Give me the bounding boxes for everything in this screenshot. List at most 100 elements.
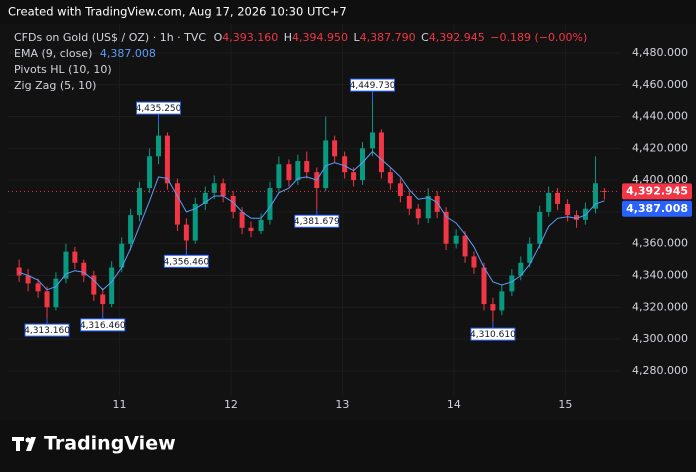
candle-body bbox=[481, 267, 487, 305]
pivot-box bbox=[163, 254, 209, 268]
candle-body bbox=[537, 211, 543, 244]
ema-name: EMA (9, close) bbox=[14, 47, 92, 60]
candle-body bbox=[471, 256, 477, 268]
candle-body bbox=[509, 275, 515, 292]
candle-body bbox=[276, 164, 282, 189]
y-tick-label: 4,480.000 bbox=[632, 46, 688, 59]
header: Created with TradingView.com, Aug 17, 20… bbox=[8, 5, 347, 19]
last-price-tag bbox=[622, 183, 692, 200]
brand-logo: TradingView bbox=[12, 433, 176, 455]
candle-body bbox=[490, 304, 496, 311]
candle-body bbox=[183, 224, 189, 241]
candle-body bbox=[387, 172, 393, 184]
pivot-box bbox=[470, 327, 516, 341]
y-tick-label: 4,360.000 bbox=[632, 237, 688, 250]
candle-body bbox=[286, 164, 292, 181]
y-tick-label: 4,340.000 bbox=[632, 268, 688, 281]
candle-body bbox=[415, 208, 421, 219]
candle-body bbox=[147, 156, 153, 189]
candle-body bbox=[434, 196, 440, 212]
candle-body bbox=[295, 161, 301, 181]
candle-body bbox=[44, 291, 50, 308]
candle-body bbox=[258, 219, 264, 231]
candle-body bbox=[582, 208, 588, 220]
candle-body bbox=[128, 215, 134, 244]
candle-body bbox=[592, 183, 598, 209]
pivot-box bbox=[24, 323, 70, 337]
low-key: L bbox=[354, 31, 361, 44]
pivot-label: 4,310.610 bbox=[470, 330, 516, 340]
last-price-label: 4,392.945 bbox=[626, 184, 688, 197]
marks: 4,435.250 4,449.730 4,313.160 4,316.460 4,35… bbox=[8, 78, 620, 341]
candle-body bbox=[174, 183, 180, 225]
pivot-label: 4,356.460 bbox=[163, 257, 209, 267]
candle-body bbox=[119, 243, 125, 268]
symbol: CFDs on Gold (US$ / OZ) · 1h · TVC bbox=[14, 31, 206, 44]
indicator-legend: Pivots HL (10, 10) bbox=[14, 63, 112, 76]
indicator-legend: Zig Zag (5, 10) bbox=[14, 79, 96, 92]
grid bbox=[8, 24, 620, 395]
y-tick-label: 4,300.000 bbox=[632, 332, 688, 345]
candle-body bbox=[527, 243, 533, 263]
candle-body bbox=[220, 183, 226, 197]
ema-value: 4,387.008 bbox=[100, 47, 156, 60]
pivot-label: 4,449.730 bbox=[350, 81, 396, 91]
candle-body bbox=[137, 188, 143, 216]
low-value: 4,387.790 bbox=[360, 31, 416, 44]
y-tick-label: 4,320.000 bbox=[632, 300, 688, 313]
candle-body bbox=[202, 192, 208, 204]
candle-body bbox=[499, 291, 505, 311]
candle-body bbox=[72, 251, 78, 263]
open-value: 4,393.160 bbox=[222, 31, 278, 44]
x-tick-label: 13 bbox=[335, 398, 349, 411]
candle-body bbox=[304, 161, 310, 173]
candle-body bbox=[342, 156, 348, 173]
symbol-legend: CFDs on Gold (US$ / OZ) · 1h · TVC O4,39… bbox=[14, 31, 587, 44]
chart-pane bbox=[0, 24, 696, 420]
brand-name: TradingView bbox=[44, 433, 176, 455]
y-tick-label: 4,440.000 bbox=[632, 110, 688, 123]
logo-shape bbox=[26, 437, 36, 451]
candle-body bbox=[351, 172, 357, 181]
candle-body bbox=[359, 148, 365, 181]
candle-body bbox=[164, 135, 170, 184]
candle-body bbox=[453, 235, 459, 244]
ema-tag bbox=[622, 200, 692, 217]
ema-line bbox=[18, 150, 605, 291]
pivot-label: 4,313.160 bbox=[24, 326, 70, 336]
close-key: C bbox=[421, 31, 429, 44]
candle-body bbox=[323, 140, 329, 189]
candle-body bbox=[35, 283, 41, 292]
pivot-label: 4,316.460 bbox=[80, 321, 126, 331]
pivot-box bbox=[350, 78, 396, 92]
close-value: 4,392.945 bbox=[429, 31, 485, 44]
candle-body bbox=[230, 196, 236, 212]
candle-body bbox=[518, 262, 524, 276]
logo-shape bbox=[16, 437, 20, 451]
ema-legend: EMA (9, close) 4,387.008 bbox=[14, 47, 156, 60]
candle-body bbox=[248, 227, 254, 231]
candle-body bbox=[63, 251, 69, 279]
candle-body bbox=[53, 278, 59, 308]
high-value: 4,394.950 bbox=[292, 31, 348, 44]
candle-body bbox=[332, 140, 338, 157]
candle-body bbox=[565, 203, 571, 216]
candle-body bbox=[462, 235, 468, 257]
open-key: O bbox=[214, 31, 223, 44]
candle-body bbox=[425, 196, 431, 219]
candle-body bbox=[406, 196, 412, 209]
candle-body bbox=[370, 132, 376, 149]
pivot-box bbox=[135, 101, 181, 115]
y-tick-label: 4,280.000 bbox=[632, 364, 688, 377]
pivot-label: 4,381.679 bbox=[294, 217, 340, 227]
candle-body bbox=[555, 192, 561, 204]
y-tick-label: 4,400.000 bbox=[632, 173, 688, 186]
candle-body bbox=[267, 188, 273, 220]
candle-body bbox=[81, 262, 87, 276]
x-tick-label: 11 bbox=[112, 398, 126, 411]
candle-body bbox=[100, 294, 106, 305]
candle-body bbox=[397, 183, 403, 197]
change: −0.189 (−0.00%) bbox=[490, 31, 587, 44]
y-tick-label: 4,420.000 bbox=[632, 141, 688, 154]
